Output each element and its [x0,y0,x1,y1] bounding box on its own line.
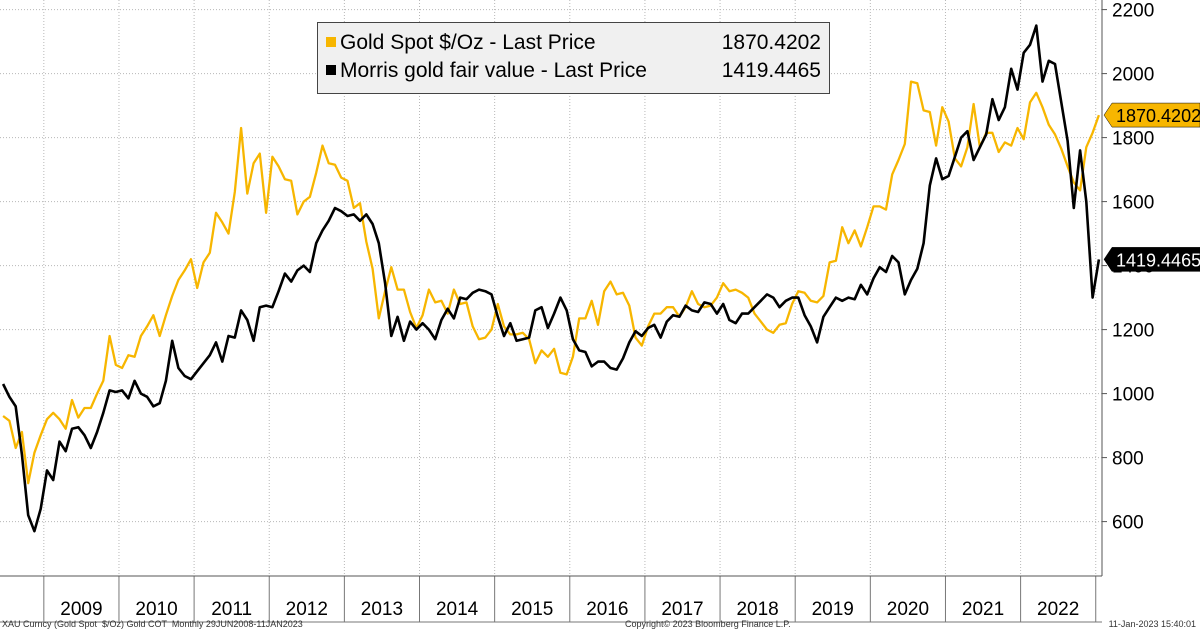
y-tick-label: 1200 [1112,321,1154,342]
footer-source: XAU Curncy (Gold Spot $/Oz) Gold COT Mon… [2,619,303,629]
y-tick-label: 1600 [1112,193,1154,214]
last-value-tags: 1870.4202 1419.4465 [1103,102,1200,272]
x-tick-label: 2012 [286,599,328,620]
x-tick-label: 2010 [135,599,177,620]
x-tick-label: 2016 [586,599,628,620]
legend-label: Gold Spot $/Oz - Last Price [340,31,596,54]
x-tick-label: 2019 [812,599,854,620]
x-tick-label: 2011 [211,599,252,620]
tag-shape [1103,247,1200,272]
legend-entry-gold-spot: Gold Spot $/Oz - Last Price 1870.4202 [326,31,821,57]
tag-shape [1103,102,1200,128]
x-tick-label: 2017 [661,599,703,620]
footer-copyright: Copyright© 2023 Bloomberg Finance L.P. [625,619,791,629]
series-layer [1,24,1101,533]
tag-label: 1870.4202 [1116,106,1200,126]
x-tick-label: 2022 [1037,599,1079,620]
x-tick-label: 2015 [511,599,553,620]
tag-label: 1419.4465 [1116,250,1200,270]
series-line-gold-spot [2,80,1100,485]
legend-swatch-black [326,65,336,75]
series-line-morris-fair-value [1,24,1101,533]
x-axis: 2009 2010 2011 2012 2013 2014 2015 2016 2017 2018… [0,0,1103,623]
last-value-tag-gold: 1870.4202 [1103,102,1200,128]
y-tick-label: 2200 [1112,1,1154,22]
legend-value: 1419.4465 [721,59,821,82]
x-tick-label: 2014 [436,599,479,620]
y-tick-label: 1800 [1112,129,1154,150]
x-tick-label: 2013 [361,599,403,620]
x-tick-label: 2009 [60,599,102,620]
y-tick-label: 1000 [1112,385,1154,406]
y-tick-label: 2000 [1112,65,1154,86]
y-tick-label: 800 [1112,449,1144,470]
last-value-tag-morris: 1419.4465 [1103,247,1200,272]
legend: Gold Spot $/Oz - Last Price 1870.4202 Mo… [317,22,830,94]
x-tick-label: 2018 [736,599,778,620]
legend-value: 1870.4202 [721,31,821,54]
y-tick-label: 600 [1112,513,1144,534]
legend-entry-morris-fair-value: Morris gold fair value - Last Price 1419… [326,59,821,85]
legend-swatch-gold [326,37,336,47]
x-tick-label: 2020 [887,599,929,620]
x-tick-label: 2021 [962,599,1004,620]
legend-label: Morris gold fair value - Last Price [340,59,647,82]
footer-timestamp: 11-Jan-2023 15:40:01 [1108,619,1196,629]
